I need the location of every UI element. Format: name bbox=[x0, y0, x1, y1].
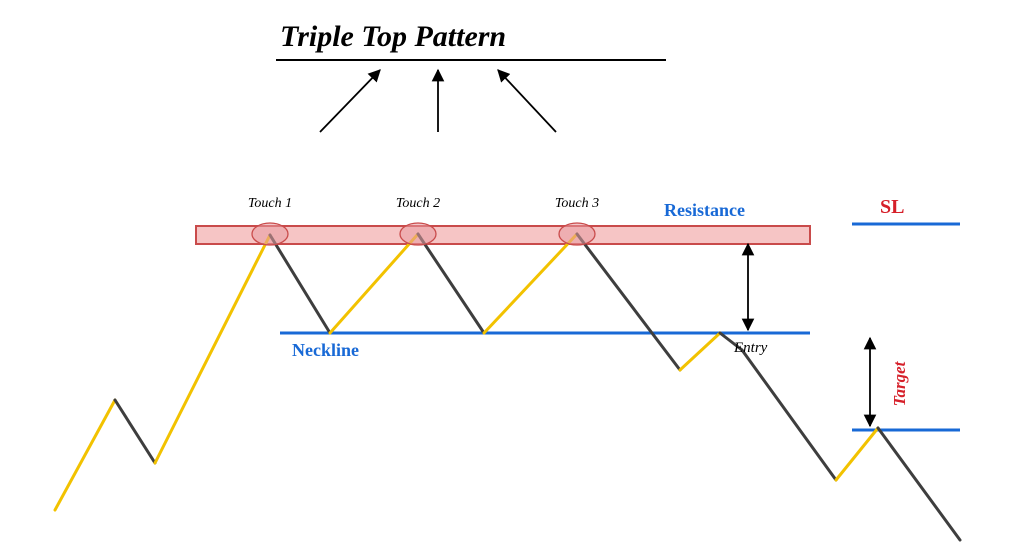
resistance-label: Resistance bbox=[664, 200, 745, 221]
diagram-title: Triple Top Pattern bbox=[280, 20, 506, 54]
touch-3-label: Touch 3 bbox=[477, 196, 677, 212]
target-label: Target bbox=[890, 344, 910, 424]
diagram-svg bbox=[0, 0, 1024, 545]
stop-loss-label: SL bbox=[880, 196, 904, 219]
neckline-label: Neckline bbox=[292, 340, 359, 361]
diagram-stage: Triple Top Pattern Touch 1 Touch 2 Touch… bbox=[0, 0, 1024, 545]
entry-label: Entry bbox=[734, 340, 767, 357]
